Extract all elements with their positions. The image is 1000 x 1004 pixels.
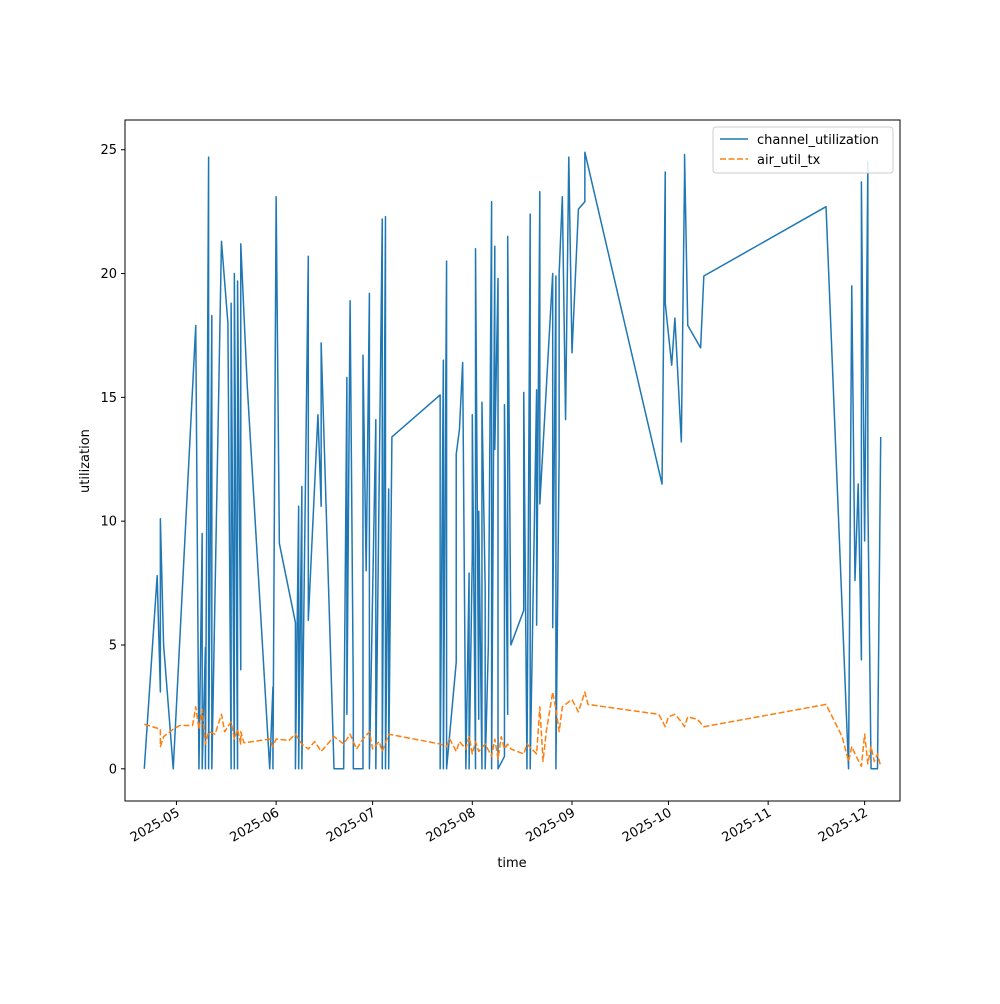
plot-area-frame [124, 119, 901, 802]
plot-lines [143, 151, 882, 770]
y-axis-label: utilization [78, 429, 93, 493]
series-line-channel-utilization [143, 151, 882, 770]
y-tick-label: 15 [100, 391, 117, 406]
x-axis-label: time [497, 856, 526, 871]
y-tick-label: 10 [100, 515, 117, 530]
series-line-air-util-tx [144, 691, 882, 768]
legend-box [712, 126, 894, 174]
y-tick-label: 5 [109, 638, 117, 653]
y-tick-label: 20 [100, 267, 117, 282]
y-tick-label: 0 [109, 762, 117, 777]
legend: channel_utilization air_util_tx [712, 126, 894, 174]
y-tick-label: 25 [100, 143, 117, 158]
y-axis: 0 5 10 15 20 25 [100, 143, 125, 777]
legend-label-air-util-tx: air_util_tx [757, 153, 821, 168]
legend-label-channel-utilization: channel_utilization [757, 133, 879, 148]
